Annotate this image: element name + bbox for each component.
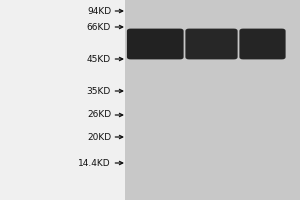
Text: 26KD: 26KD <box>87 110 111 119</box>
Text: 66KD: 66KD <box>87 22 111 31</box>
FancyBboxPatch shape <box>185 29 238 59</box>
Text: 14.4KD: 14.4KD <box>78 158 111 167</box>
FancyBboxPatch shape <box>239 29 286 59</box>
FancyBboxPatch shape <box>127 29 184 59</box>
Text: 45KD: 45KD <box>87 54 111 64</box>
Bar <box>0 0 124 200</box>
Text: 35KD: 35KD <box>87 87 111 96</box>
Bar <box>124 0 300 200</box>
Text: 20KD: 20KD <box>87 133 111 142</box>
Text: 94KD: 94KD <box>87 6 111 16</box>
